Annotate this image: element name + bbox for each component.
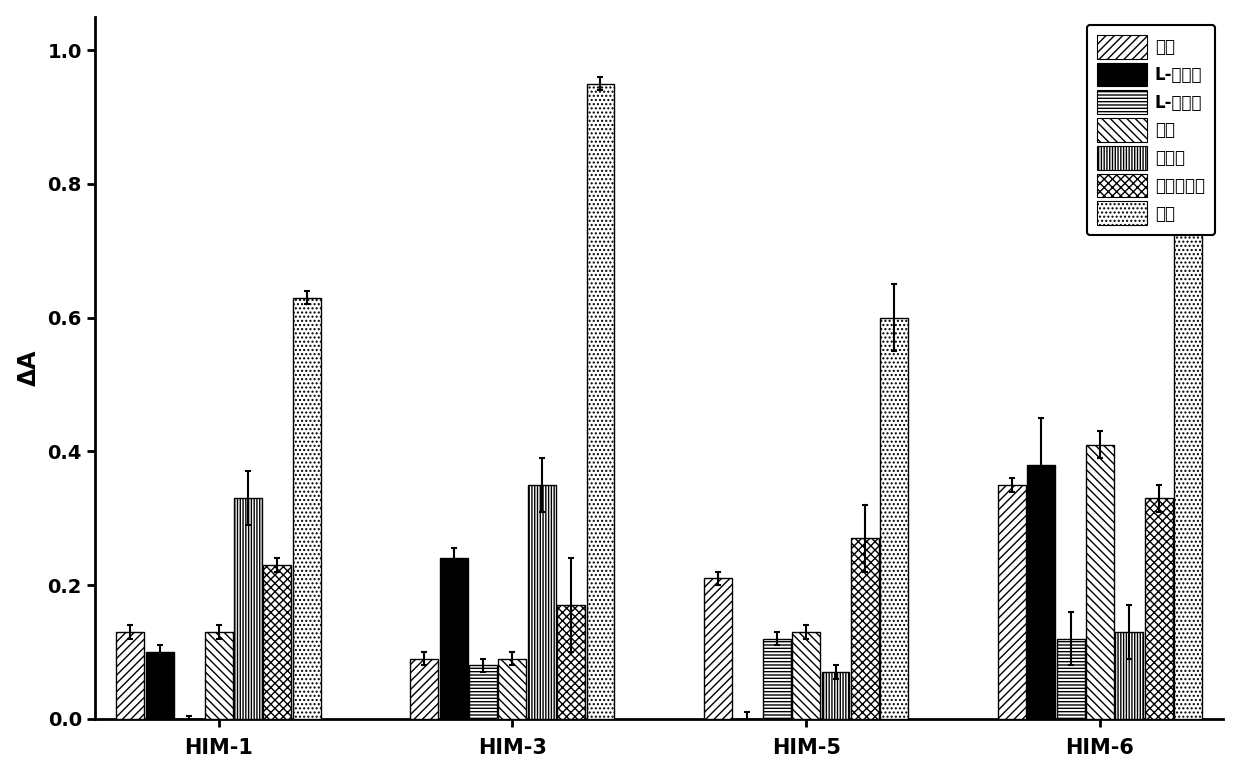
Bar xyxy=(998,485,1025,719)
Bar xyxy=(117,632,144,719)
Legend: 色胺, L-组氨酸, L-色氨酸, 酪胺, 苯乙胺, 盐酸多巴胺, 组胺: 色胺, L-组氨酸, L-色氨酸, 酪胺, 苯乙胺, 盐酸多巴胺, 组胺 xyxy=(1086,25,1215,235)
Bar xyxy=(851,539,879,719)
Bar xyxy=(880,318,908,719)
Bar xyxy=(557,605,585,719)
Bar xyxy=(1145,498,1173,719)
Bar xyxy=(587,84,615,719)
Bar xyxy=(1086,445,1114,719)
Bar xyxy=(469,666,497,719)
Bar xyxy=(822,672,849,719)
Bar xyxy=(1174,191,1202,719)
Bar xyxy=(234,498,262,719)
Bar xyxy=(293,298,321,719)
Bar xyxy=(146,652,174,719)
Y-axis label: ΔA: ΔA xyxy=(16,350,41,386)
Bar xyxy=(498,659,526,719)
Bar xyxy=(1115,632,1143,719)
Bar xyxy=(205,632,233,719)
Bar xyxy=(1027,465,1055,719)
Bar xyxy=(763,639,791,719)
Bar xyxy=(792,632,820,719)
Bar xyxy=(410,659,438,719)
Bar xyxy=(1056,639,1085,719)
Bar xyxy=(704,578,732,719)
Bar xyxy=(528,485,556,719)
Bar xyxy=(263,565,291,719)
Bar xyxy=(440,558,467,719)
